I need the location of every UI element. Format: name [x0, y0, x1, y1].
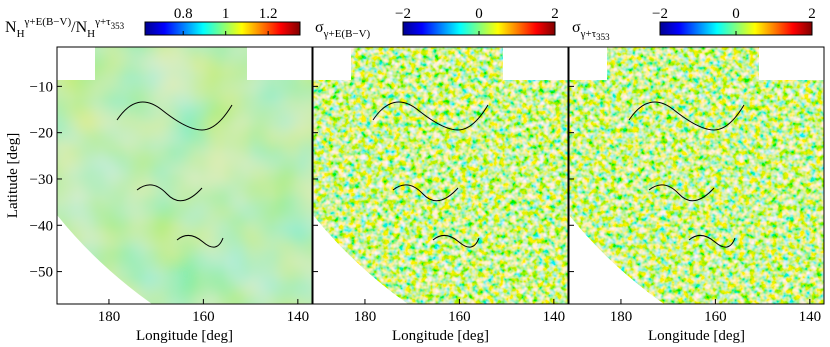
- colorbar-title-part: H: [87, 28, 95, 40]
- y-tick-label: −20: [30, 126, 53, 142]
- y-tick-label: −30: [30, 172, 53, 188]
- colorbar-title: σγ+τ353: [572, 19, 610, 42]
- colorbar-title-part: H: [17, 28, 25, 40]
- colorbar-title: σγ+E(B−V): [315, 19, 371, 40]
- colorbar-title-part: γ+E(B−V): [323, 28, 371, 40]
- contour: [628, 101, 745, 248]
- colorbar-title-part: N: [5, 19, 17, 36]
- colorbar-title-part: γ+τ: [94, 16, 111, 28]
- colorbar-tick-label: 0: [732, 6, 740, 22]
- map-image: [569, 47, 824, 304]
- colorbar-title-part: γ+E(B−V): [24, 16, 72, 28]
- map-image: [57, 47, 312, 304]
- y-tick-label: −10: [30, 79, 53, 95]
- colorbar-tick-label: −2: [652, 6, 668, 22]
- x-axis-label: Longitude [deg]: [136, 328, 233, 344]
- colorbar-tick-label: 1.2: [259, 6, 278, 22]
- y-tick-label: −40: [30, 218, 53, 234]
- colorbar-title-part: σ: [572, 19, 581, 36]
- x-axis-label: Longitude [deg]: [392, 328, 489, 344]
- colorbar-tick-label: 1: [222, 6, 230, 22]
- colorbar-tick-label: 2: [551, 6, 559, 22]
- plot-frame: [56, 46, 313, 305]
- x-tick-label: 160: [704, 309, 727, 325]
- x-tick-label: 140: [543, 309, 566, 325]
- colorbar-title-part: σ: [315, 19, 324, 36]
- x-tick-label: 140: [799, 309, 822, 325]
- x-tick-label: 180: [98, 309, 121, 325]
- contour: [116, 101, 233, 248]
- colorbar-title: NHγ+E(B−V)/NHγ+τ353: [5, 16, 125, 40]
- colorbar-title-part: 353: [111, 21, 125, 31]
- colorbar-title-part: /N: [71, 19, 87, 36]
- x-tick-label: 160: [448, 309, 471, 325]
- y-tick-label: −50: [30, 265, 53, 281]
- colorbar-tick-label: 0: [475, 6, 483, 22]
- colorbar-tick-label: 0.8: [174, 6, 193, 22]
- map-image: [313, 47, 568, 304]
- y-axis-label: Latitude [deg]: [5, 133, 21, 218]
- plot-frame: [568, 46, 825, 305]
- colorbar-title-part: γ+τ: [580, 28, 597, 40]
- x-axis-label: Longitude [deg]: [648, 328, 745, 344]
- colorbar-tick-label: −2: [395, 6, 411, 22]
- colorbar: [144, 21, 301, 36]
- contour: [372, 101, 489, 248]
- colorbar-tick-label: 2: [808, 6, 816, 22]
- x-tick-label: 180: [610, 309, 633, 325]
- x-tick-label: 180: [354, 309, 377, 325]
- x-tick-label: 140: [287, 309, 310, 325]
- colorbar-title-part: 353: [596, 32, 610, 42]
- plot-frame: [312, 46, 569, 305]
- x-tick-label: 160: [192, 309, 215, 325]
